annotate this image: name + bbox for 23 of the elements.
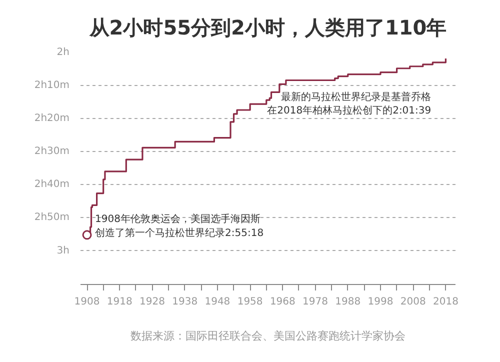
x-tick-label: 1988 bbox=[335, 296, 361, 308]
y-tick-label: 2h40m bbox=[34, 179, 70, 190]
x-tick-label: 1948 bbox=[204, 296, 230, 308]
chart-title: 从2小时55分到2小时，人类用了110年 bbox=[88, 16, 447, 40]
y-tick-label: 2h30m bbox=[34, 146, 70, 158]
x-tick-label: 1958 bbox=[237, 296, 263, 308]
y-tick-label: 2h20m bbox=[34, 113, 70, 124]
y-tick-label: 3h bbox=[56, 245, 70, 256]
x-tick-label: 1998 bbox=[368, 296, 394, 308]
y-tick-label: 2h10m bbox=[34, 80, 70, 92]
x-tick-label: 1968 bbox=[270, 296, 296, 308]
x-tick-label: 2008 bbox=[400, 296, 426, 308]
x-tick-label: 1908 bbox=[74, 296, 100, 308]
annotation: 1908年伦敦奥运会，美国选手海因斯创造了第一个马拉松世界纪录2:55:18 bbox=[95, 213, 264, 239]
x-tick-label: 1938 bbox=[172, 296, 198, 308]
x-tick-label: 2018 bbox=[432, 296, 458, 308]
y-tick-label: 2h bbox=[56, 47, 70, 58]
annotation: 最新的马拉松世界纪录是基普乔格在2018年柏林马拉松创下的2:01:39 bbox=[267, 90, 432, 117]
x-tick-label: 1978 bbox=[302, 296, 328, 308]
x-tick-label: 1928 bbox=[140, 296, 165, 308]
x-tick-label: 1918 bbox=[106, 296, 132, 308]
source-note: 数据来源：国际田径联合会、美国公路赛跑统计学家协会 bbox=[130, 330, 406, 342]
y-tick-label: 2h50m bbox=[34, 212, 70, 224]
